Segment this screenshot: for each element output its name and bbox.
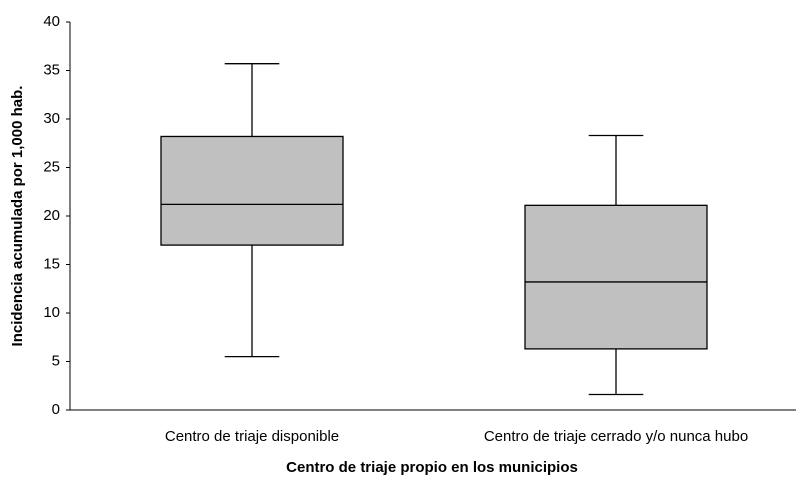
y-tick-label: 20 bbox=[43, 207, 60, 224]
y-tick-label: 0 bbox=[52, 401, 60, 418]
y-tick-label: 15 bbox=[43, 255, 60, 272]
y-tick-label: 40 bbox=[43, 13, 60, 30]
y-tick-label: 10 bbox=[43, 304, 60, 321]
x-tick-label: Centro de triaje cerrado y/o nunca hubo bbox=[484, 428, 748, 445]
y-tick-label: 30 bbox=[43, 110, 60, 127]
y-tick-label: 35 bbox=[43, 61, 60, 78]
y-tick-label: 5 bbox=[52, 352, 60, 369]
x-tick-label: Centro de triaje disponible bbox=[165, 428, 339, 445]
y-tick-label: 25 bbox=[43, 158, 60, 175]
box bbox=[524, 204, 708, 350]
box bbox=[160, 135, 344, 246]
x-axis-label: Centro de triaje propio en los municipio… bbox=[286, 459, 578, 476]
y-axis-label: Incidencia acumulada por 1,000 hab. bbox=[9, 86, 26, 347]
